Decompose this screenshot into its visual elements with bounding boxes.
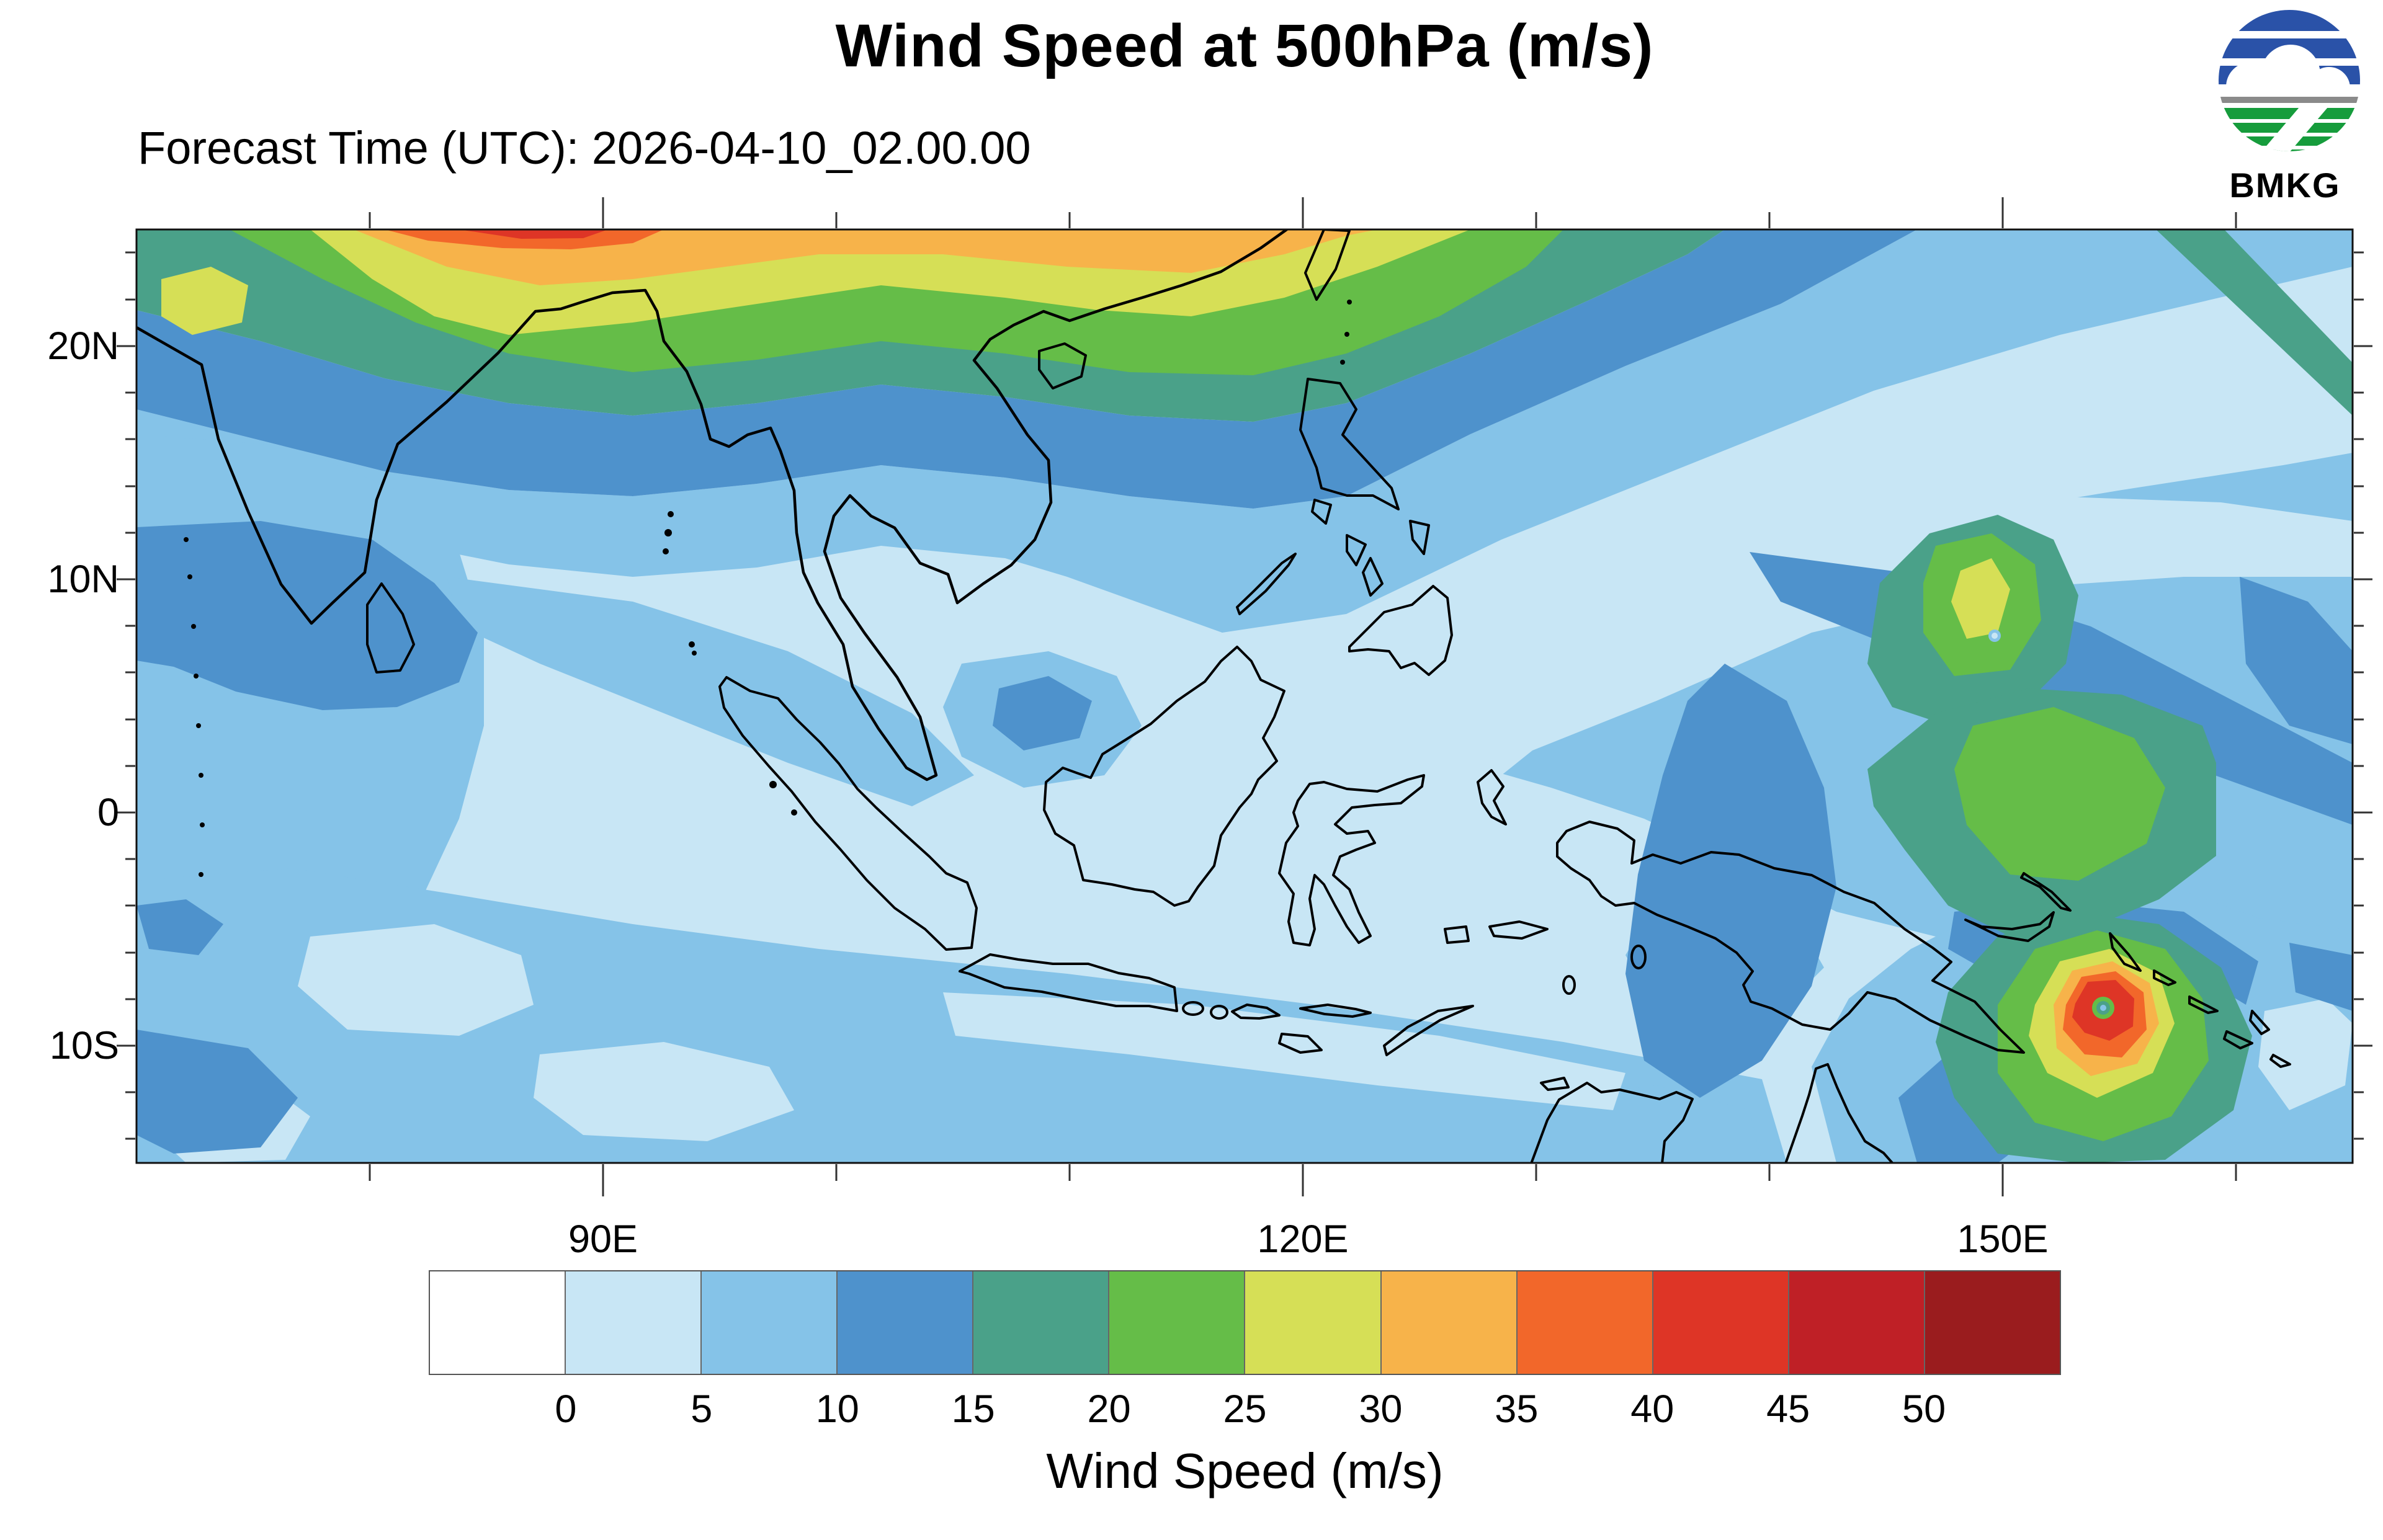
lat-label-10S: 10S	[49, 1024, 119, 1067]
colorbar-cell-11	[1925, 1271, 2060, 1374]
lat-label-20N: 20N	[47, 324, 119, 368]
lon-label-150E: 150E	[1957, 1217, 2049, 1261]
colorbar-cell-5	[1109, 1271, 1246, 1374]
colorbar-cell-9	[1653, 1271, 1789, 1374]
lon-label-120E: 120E	[1257, 1217, 1349, 1261]
colorbar-tick-label: 45	[1766, 1387, 1810, 1431]
colorbar-cell-0	[430, 1271, 566, 1374]
bmkg-logo-label: BMKG	[2229, 166, 2341, 205]
colorbar-cell-2	[702, 1271, 838, 1374]
colorbar-cell-1	[566, 1271, 702, 1374]
colorbar-tick-label: 0	[555, 1387, 577, 1431]
bmkg-logo	[2219, 10, 2360, 151]
colorbar-tick-label: 25	[1223, 1387, 1267, 1431]
colorbar-cell-10	[1789, 1271, 1925, 1374]
coastlines	[136, 229, 2291, 1163]
colorbar-cell-6	[1245, 1271, 1382, 1374]
colorbar-tick-labels: 0 5 10 15 20 25 30 35 40 45 50	[430, 1387, 2060, 1439]
colorbar-cell-8	[1517, 1271, 1653, 1374]
lat-label-10N: 10N	[47, 558, 119, 601]
colorbar-tick-label: 50	[1902, 1387, 1946, 1431]
colorbar-cell-7	[1381, 1271, 1518, 1374]
colorbar-cell-4	[973, 1271, 1110, 1374]
colorbar-tick-label: 10	[815, 1387, 859, 1431]
axis-ticks	[117, 197, 2372, 1196]
forecast-time-label: Forecast Time (UTC): 2026-04-10_02.00.00	[138, 122, 1031, 174]
colorbar	[429, 1270, 2061, 1375]
map-border	[135, 228, 2354, 1164]
colorbar-cell-3	[838, 1271, 974, 1374]
colorbar-title: Wind Speed (m/s)	[1046, 1443, 1444, 1498]
colorbar-tick-label: 40	[1630, 1387, 1674, 1431]
lat-label-0: 0	[97, 791, 119, 834]
colorbar-tick-label: 15	[951, 1387, 995, 1431]
colorbar-tick-label: 35	[1495, 1387, 1539, 1431]
colorbar-tick-label: 20	[1087, 1387, 1131, 1431]
colorbar-tick-label: 30	[1359, 1387, 1403, 1431]
lon-label-90E: 90E	[568, 1217, 638, 1261]
wind-speed-contour-field	[136, 229, 2353, 1163]
page-title: Wind Speed at 500hPa (m/s)	[835, 12, 1654, 79]
colorbar-tick-label: 5	[691, 1387, 713, 1431]
